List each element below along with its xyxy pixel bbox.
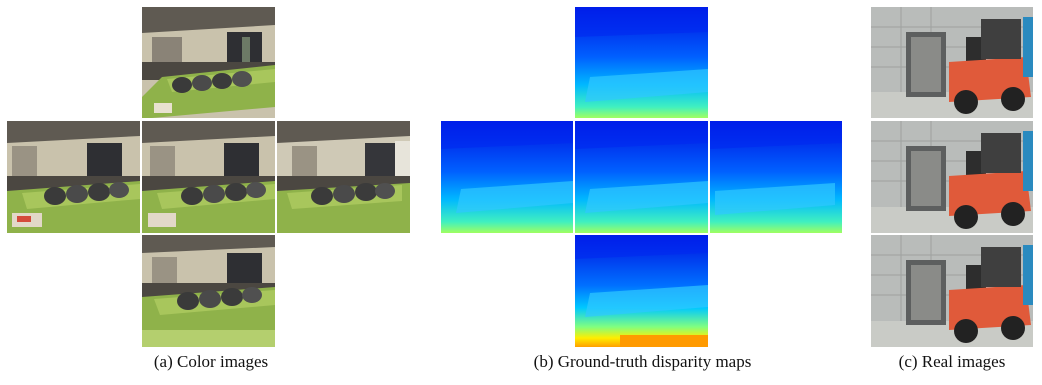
caption-real-images: (c) Real images xyxy=(898,352,1006,371)
disparity-map-center xyxy=(575,121,708,233)
disparity-map-top xyxy=(575,7,708,118)
color-image-left xyxy=(7,121,140,233)
caption-disparity-maps: (b) Ground-truth disparity maps xyxy=(533,352,752,371)
color-image-bottom xyxy=(142,235,275,347)
caption-color-images: (a) Color images xyxy=(153,352,269,371)
color-image-right xyxy=(277,121,410,233)
color-image-top xyxy=(142,7,275,118)
disparity-map-right xyxy=(710,121,842,233)
real-image-top xyxy=(871,7,1033,118)
real-image-middle xyxy=(871,121,1033,233)
disparity-map-bottom xyxy=(575,235,708,347)
real-image-bottom xyxy=(871,235,1033,347)
color-image-center xyxy=(142,121,275,233)
disparity-map-left xyxy=(441,121,573,233)
